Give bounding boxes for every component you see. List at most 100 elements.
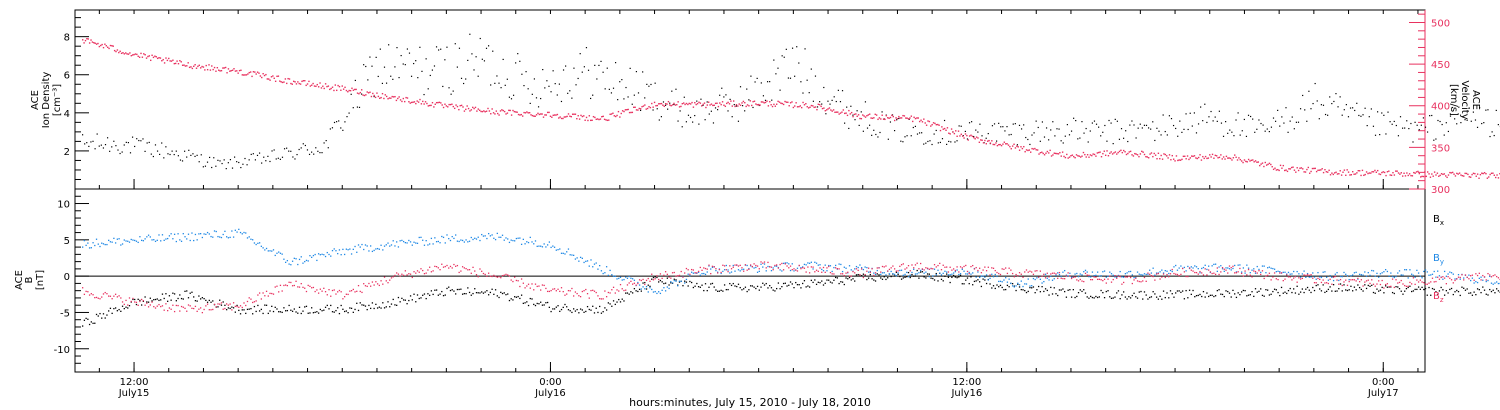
bx-point (1154, 293, 1156, 295)
bz-point (1398, 281, 1401, 284)
velocity-point (970, 134, 972, 136)
velocity-point (913, 116, 915, 119)
velocity-point (509, 109, 511, 112)
velocity-point (1238, 157, 1240, 159)
by-point (706, 271, 708, 273)
by-point (588, 265, 590, 267)
velocity-point (669, 104, 671, 106)
bz-point (970, 265, 972, 268)
bx-point (906, 275, 908, 278)
by-point (1428, 274, 1430, 276)
bx-point (231, 306, 233, 308)
velocity-point (334, 84, 337, 86)
by-point (1123, 276, 1125, 278)
bx-point (1301, 288, 1304, 290)
density-point (1200, 106, 1202, 108)
bz-point (1090, 278, 1092, 281)
density-point (933, 133, 935, 135)
density-point (1008, 134, 1010, 136)
velocity-point (365, 94, 367, 96)
bz-point (276, 285, 278, 287)
bx-point (297, 312, 299, 314)
density-point (527, 88, 529, 90)
bz-point (605, 296, 608, 298)
density-point (1487, 109, 1489, 111)
density-point (729, 98, 731, 100)
velocity-point (1332, 173, 1334, 176)
density-point (1254, 131, 1256, 133)
bx-point (165, 293, 167, 295)
velocity-point (1052, 154, 1054, 156)
bx-point (375, 303, 377, 306)
bx-point (890, 275, 892, 278)
bz-point (335, 293, 337, 295)
bz-point (977, 269, 979, 272)
bx-point (1129, 297, 1132, 299)
by-point (1379, 273, 1382, 275)
velocity-point (1073, 155, 1075, 158)
bz-point (821, 271, 823, 273)
by-point (664, 290, 667, 292)
bz-point (284, 284, 287, 286)
velocity-point (1492, 172, 1494, 174)
bx-point (904, 276, 906, 278)
by-point (85, 244, 87, 247)
bx-point (314, 311, 316, 313)
bx-point (1421, 286, 1423, 289)
velocity-point (1343, 169, 1346, 171)
density-point (1466, 119, 1468, 121)
velocity-point (456, 105, 459, 108)
density-point (575, 84, 577, 86)
bx-point (1194, 296, 1196, 298)
bx-point (179, 294, 181, 296)
density-point (1014, 123, 1016, 125)
velocity-point (530, 114, 532, 116)
bx-point (628, 293, 630, 295)
bz-point (293, 284, 295, 287)
by-point (113, 237, 115, 240)
velocity-point (544, 114, 546, 116)
x-tick-sublabel: July16 (534, 388, 566, 399)
density-point (410, 75, 413, 77)
bx-point (139, 299, 141, 302)
bx-point (800, 287, 802, 289)
bx-point (180, 297, 183, 300)
by-point (966, 273, 969, 275)
bx-point (385, 306, 387, 308)
velocity-point (1046, 150, 1049, 153)
by-point (958, 273, 960, 276)
velocity-point (1096, 152, 1099, 154)
by-point (1287, 271, 1290, 274)
by-point (538, 245, 540, 247)
velocity-point (498, 114, 500, 116)
velocity-point (1197, 156, 1200, 159)
density-point (467, 59, 469, 61)
bx-point (1398, 288, 1401, 290)
bz-point (390, 277, 393, 279)
by-point (1183, 266, 1186, 269)
bz-point (973, 268, 976, 270)
bz-point (1421, 281, 1423, 283)
bz-point (1149, 273, 1151, 275)
density-point (829, 103, 831, 105)
bz-point (1048, 276, 1050, 278)
velocity-point (387, 98, 389, 100)
by-point (1341, 275, 1343, 278)
density-point (1041, 121, 1044, 123)
bz-point (920, 262, 922, 265)
bz-point (857, 269, 859, 271)
bz-point (1289, 276, 1291, 278)
velocity-point (472, 106, 474, 109)
bx-point (989, 283, 991, 285)
by-point (1206, 268, 1208, 271)
bx-point (977, 279, 979, 281)
density-point (1497, 124, 1499, 126)
velocity-point (1147, 157, 1150, 159)
by-point (503, 239, 505, 241)
bz-point (510, 279, 512, 281)
by-point (880, 273, 882, 276)
by-point (616, 278, 618, 280)
by-point (1242, 267, 1245, 269)
velocity-point (731, 105, 733, 107)
velocity-point (327, 85, 330, 87)
